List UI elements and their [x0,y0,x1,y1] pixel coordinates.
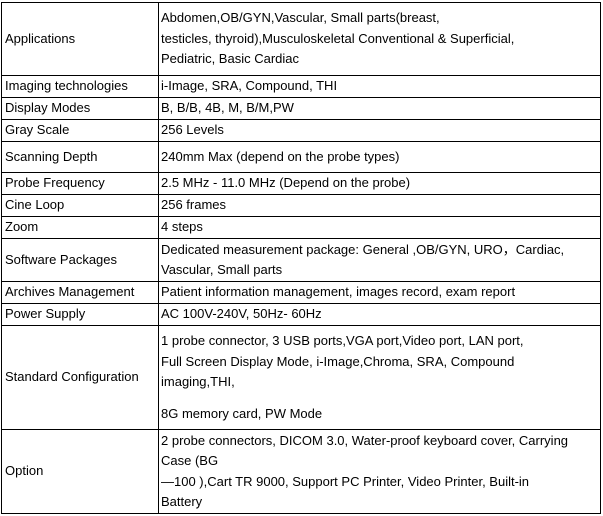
row-label: Scanning Depth [1,141,159,173]
row-label: Software Packages [1,238,159,282]
row-value: 2 probe connectors, DICOM 3.0, Water-pro… [158,429,601,514]
row-label: Gray Scale [1,119,159,142]
label-text: Software Packages [5,251,118,267]
value-line: Dedicated measurement package: General ,… [161,241,565,257]
row-value: Abdomen,OB/GYN,Vascular, Small parts(bre… [158,2,601,76]
value-line: Pediatric, Basic Cardiac [161,51,299,67]
row-label: Power Supply [1,303,159,326]
value-line: B, B/B, 4B, M, B/M,PW [161,100,294,116]
label-text: Scanning Depth [5,148,98,164]
table-row: Power Supply AC 100V-240V, 50Hz- 60Hz [1,303,601,326]
table-row: Archives Management Patient information m… [1,281,601,304]
value-line: 256 frames [161,197,227,213]
label-text: Gray Scale [5,122,70,138]
table-row: Gray Scale 256 Levels [1,119,601,142]
label-text: Applications [5,30,76,46]
row-label: Option [1,429,159,514]
value-line: Vascular, Small parts [161,262,283,277]
row-value: 256 frames [158,194,601,217]
value-line: Full Screen Display Mode, i-Image,Chroma… [161,353,515,369]
value-line: Battery [161,494,203,509]
value-line: i-Image, SRA, Compound, THI [161,78,338,94]
row-value: B, B/B, 4B, M, B/M,PW [158,97,601,120]
label-text: Standard Configuration [5,369,139,385]
table-row: Probe Frequency 2.5 MHz - 11.0 MHz (Depen… [1,172,601,195]
value-line: testicles, thyroid),Musculoskeletal Conv… [161,30,515,46]
table-row: Display Modes B, B/B, 4B, M, B/M,PW [1,97,601,120]
row-value: Dedicated measurement package: General ,… [158,238,601,282]
value-line: 256 Levels [161,122,224,138]
table-row: Scanning Depth 240mm Max (depend on the p… [1,141,601,173]
label-text: Archives Management [5,284,135,300]
value-line: 8G memory card, PW Mode [161,405,323,421]
value-line: —100 ),Cart TR 9000, Support PC Printer,… [161,473,530,489]
table-row: Option 2 probe connectors, DICOM 3.0, Wat… [1,429,601,514]
table-row: Cine Loop 256 frames [1,194,601,217]
row-label: Standard Configuration [1,325,159,430]
row-label: Display Modes [1,97,159,120]
table-row: Standard Configuration 1 probe connector,… [1,325,601,430]
label-text: Probe Frequency [5,175,105,191]
row-value: 256 Levels [158,119,601,142]
table-row: Applications Abdomen,OB/GYN,Vascular, Sma… [1,2,601,76]
value-line: imaging,THI, [161,374,235,389]
row-value: Patient information management, images r… [158,281,601,304]
label-text: Option [5,463,44,479]
value-line: AC 100V-240V, 50Hz- 60Hz [161,306,322,322]
value-line: Patient information management, images r… [161,284,516,300]
row-value: 240mm Max (depend on the probe types) [158,141,601,173]
row-label: Archives Management [1,281,159,304]
row-value: 4 steps [158,216,601,239]
row-value: AC 100V-240V, 50Hz- 60Hz [158,303,601,326]
value-line: Abdomen,OB/GYN,Vascular, Small parts(bre… [161,10,440,26]
label-text: Cine Loop [5,197,65,213]
value-line: 4 steps [161,219,203,235]
row-value: 2.5 MHz - 11.0 MHz (Depend on the probe) [158,172,601,195]
row-label: Imaging technologies [1,75,159,98]
label-text: Display Modes [5,100,91,116]
row-label: Probe Frequency [1,172,159,195]
value-line: 240mm Max (depend on the probe types) [161,148,400,164]
table-row: Software Packages Dedicated measurement p… [1,238,601,282]
row-label: Applications [1,2,159,76]
value-line: 2 probe connectors, DICOM 3.0, Water-pro… [161,432,569,448]
value-line: 2.5 MHz - 11.0 MHz (Depend on the probe) [161,175,411,191]
table-row: Zoom 4 steps [1,216,601,239]
label-text: Zoom [5,219,39,235]
label-text: Imaging technologies [5,78,128,94]
row-label: Cine Loop [1,194,159,217]
row-value: 1 probe connector, 3 USB ports,VGA port,… [158,325,601,430]
row-value: i-Image, SRA, Compound, THI [158,75,601,98]
row-label: Zoom [1,216,159,239]
value-line: Case (BG [161,453,219,468]
value-line: 1 probe connector, 3 USB ports,VGA port,… [161,333,524,348]
label-text: Power Supply [5,306,86,322]
table-row: Imaging technologies i-Image, SRA, Compou… [1,75,601,98]
